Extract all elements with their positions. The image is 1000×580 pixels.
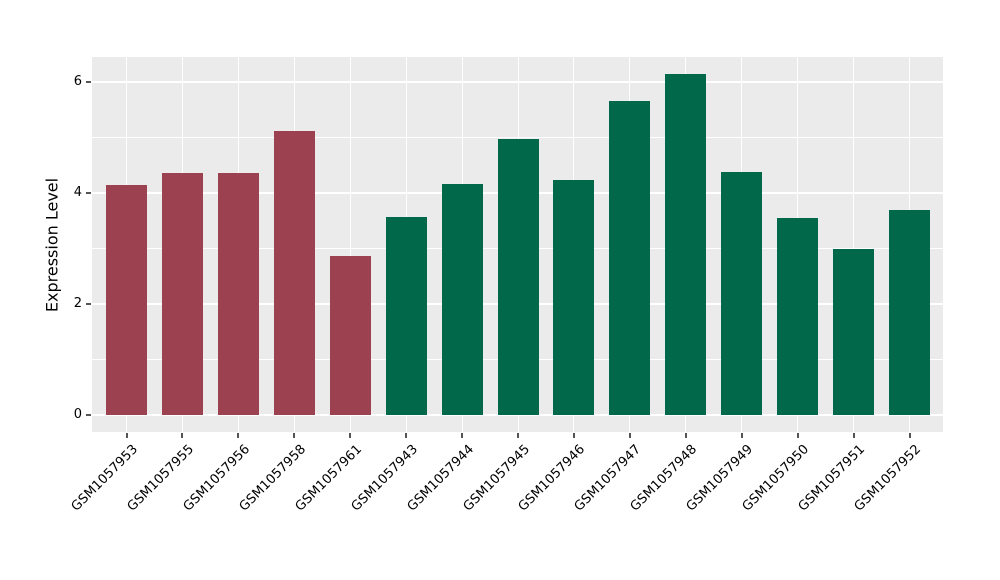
bar-GSM1057956 <box>217 173 259 415</box>
x-tick-mark-GSM1057948 <box>684 433 687 438</box>
x-tick-mark-GSM1057951 <box>852 433 855 438</box>
bar-GSM1057950 <box>777 217 819 415</box>
y-tick-mark-0 <box>86 414 91 416</box>
x-tick-mark-GSM1057952 <box>908 433 911 438</box>
y-tick-mark-4 <box>86 191 91 194</box>
bar-GSM1057943 <box>385 216 427 415</box>
x-tick-mark-GSM1057949 <box>740 433 743 438</box>
bar-GSM1057946 <box>553 180 595 415</box>
y-tick-label-2: 2 <box>73 295 82 311</box>
bar-GSM1057944 <box>441 183 483 415</box>
gridline-x-GSM1057951 <box>853 57 855 432</box>
x-tick-mark-GSM1057956 <box>237 433 240 438</box>
bar-GSM1057955 <box>161 173 203 415</box>
bar-GSM1057953 <box>106 185 147 415</box>
y-tick-label-0: 0 <box>73 407 82 422</box>
bar-GSM1057948 <box>665 74 707 415</box>
x-tick-mark-GSM1057945 <box>517 433 519 438</box>
plot-panel <box>92 57 943 432</box>
bar-GSM1057958 <box>273 131 315 415</box>
y-tick-mark-2 <box>86 302 91 305</box>
bar-GSM1057949 <box>721 171 763 415</box>
x-tick-mark-GSM1057947 <box>628 433 631 438</box>
x-tick-mark-GSM1057950 <box>796 433 799 438</box>
x-tick-mark-GSM1057953 <box>125 433 128 438</box>
gridline-x-GSM1057961 <box>349 57 351 432</box>
bar-GSM1057961 <box>329 255 371 415</box>
x-tick-mark-GSM1057961 <box>349 433 352 438</box>
x-tick-mark-GSM1057943 <box>405 433 408 438</box>
x-tick-mark-GSM1057955 <box>181 433 184 438</box>
bar-GSM1057945 <box>497 138 539 415</box>
y-tick-label-4: 4 <box>73 184 82 200</box>
y-tick-mark-6 <box>86 80 91 83</box>
bar-GSM1057947 <box>609 101 651 415</box>
x-tick-mark-GSM1057944 <box>461 433 464 438</box>
x-tick-mark-GSM1057946 <box>572 433 575 438</box>
bar-GSM1057952 <box>889 210 931 415</box>
y-tick-label-6: 6 <box>73 73 82 89</box>
bar-GSM1057951 <box>833 248 875 415</box>
x-tick-mark-GSM1057958 <box>293 433 296 438</box>
